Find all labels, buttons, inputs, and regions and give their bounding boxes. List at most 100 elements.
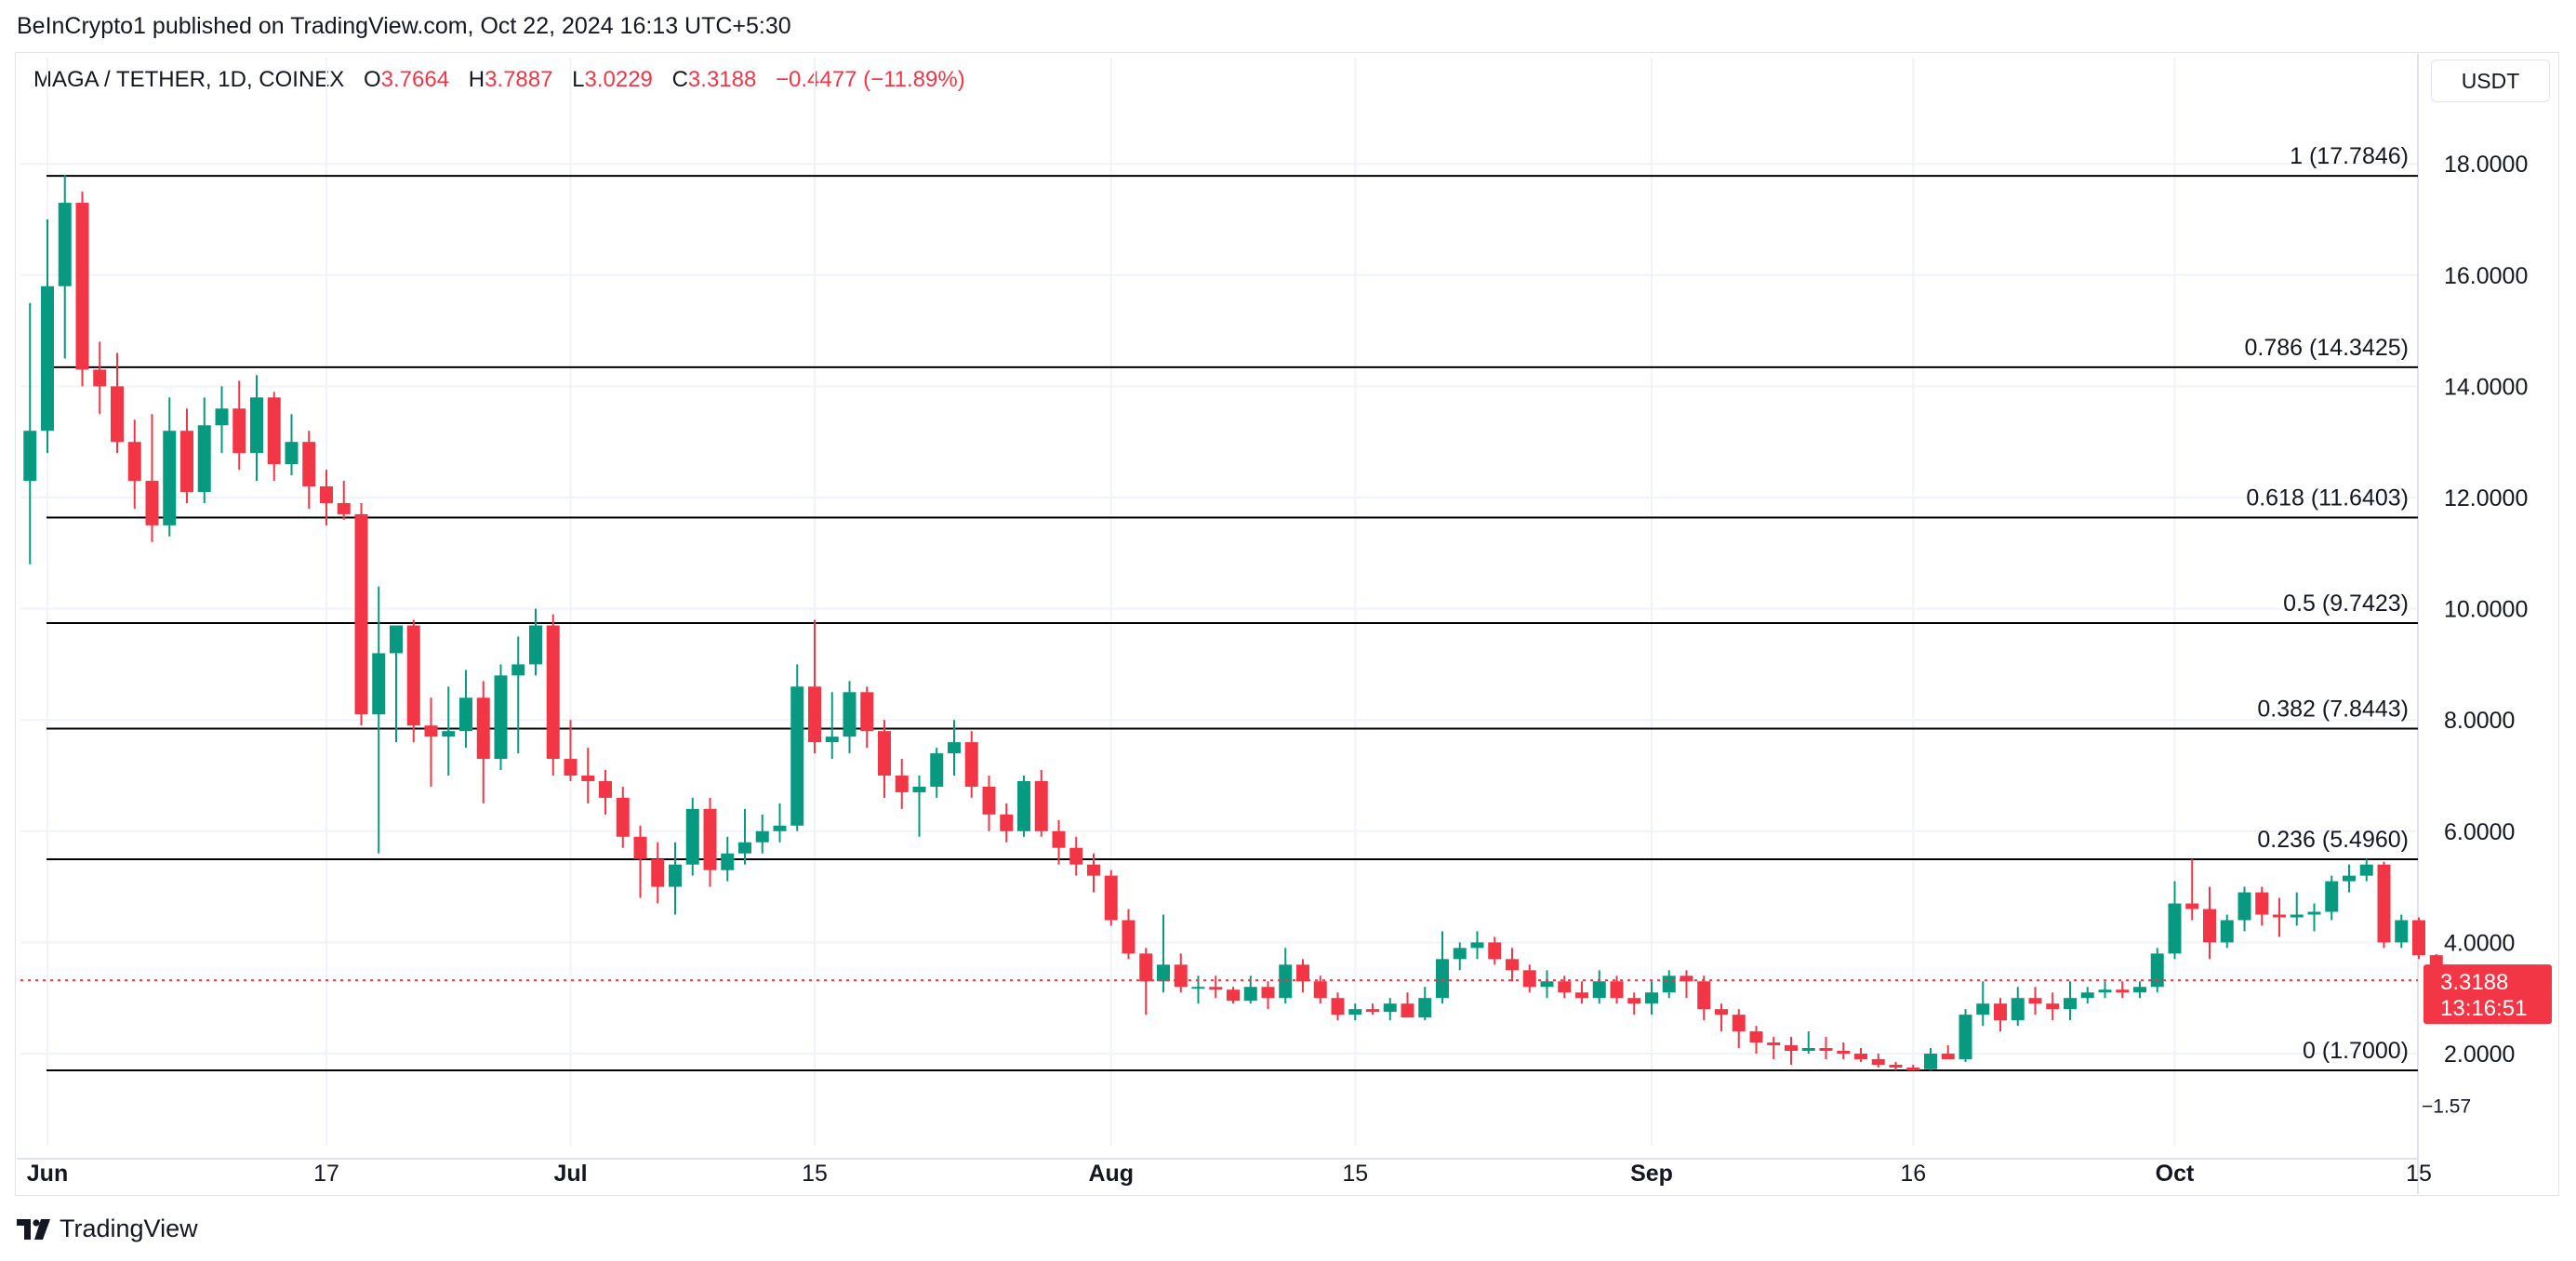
fib-level-label: 0.382 (7.8443) (2257, 697, 2409, 723)
candle-body (964, 742, 978, 787)
candle-body (1819, 1048, 1833, 1052)
candle-body (1087, 864, 1100, 876)
x-tick-label: Jul (553, 1161, 587, 1187)
candle-body (912, 786, 926, 792)
candle-body (738, 842, 751, 854)
x-tick-label: 15 (1342, 1161, 1368, 1187)
candle-body (599, 780, 612, 798)
candle-body (1488, 942, 1502, 960)
candle-body (1506, 959, 1519, 971)
candle-body (1697, 981, 1711, 1010)
y-tick-label: 8.0000 (2444, 708, 2515, 734)
y-tick-label: 18.0000 (2444, 152, 2528, 178)
candle-body (1767, 1042, 1781, 1046)
candle-body (337, 502, 351, 514)
fib-level-label: 0.618 (11.6403) (2246, 485, 2409, 511)
candle-body (703, 808, 717, 870)
candle-body (1906, 1067, 1920, 1070)
candle-body (1801, 1048, 1815, 1052)
candle-body (23, 431, 37, 482)
candle-body (1157, 964, 1170, 982)
candle-body (1854, 1054, 1867, 1059)
low-value: 3.0229 (584, 67, 653, 92)
y-tick-label: 4.0000 (2444, 930, 2515, 956)
candle-body (1383, 1003, 1397, 1013)
candle-body (1296, 964, 1309, 982)
currency-button[interactable]: USDT (2431, 60, 2550, 102)
x-tick-label: 15 (2406, 1161, 2432, 1187)
candle-body (616, 797, 630, 837)
candle-body (529, 625, 542, 665)
high-value: 3.7887 (485, 67, 553, 92)
candle-body (75, 203, 89, 370)
candle-body (1243, 987, 1257, 1002)
candle-body (1436, 959, 1449, 999)
candle-body (2273, 914, 2286, 918)
candle-body (2011, 998, 2025, 1021)
candle-body (2343, 875, 2356, 882)
candle-body (250, 397, 263, 454)
candle-body (1122, 920, 1135, 954)
x-tick-label: Sep (1630, 1161, 1673, 1187)
candle-body (442, 731, 456, 737)
candle-body (2412, 920, 2425, 956)
candle-body (2377, 864, 2391, 943)
fib-level-label: 0.786 (14.3425) (2244, 335, 2409, 361)
candle-body (2307, 911, 2321, 915)
candle-body (476, 697, 490, 760)
x-tick-label: Aug (1088, 1161, 1134, 1187)
close-value: 3.3188 (687, 67, 757, 92)
candle-body (948, 742, 961, 754)
y-tick-label: 10.0000 (2444, 597, 2528, 623)
candle-body (232, 408, 246, 454)
tradingview-brand[interactable]: TradingView (17, 1215, 198, 1243)
candle-body (1592, 981, 1606, 999)
candle-body (58, 203, 72, 286)
x-tick-label: 15 (802, 1161, 828, 1187)
candle-body (2290, 914, 2304, 918)
candle-body (651, 858, 665, 887)
candle-body (215, 408, 229, 426)
x-tick-label: 16 (1900, 1161, 1926, 1187)
candle-body (1209, 987, 1223, 990)
candle-body (1366, 1009, 1379, 1013)
candle-body (1959, 1015, 1972, 1059)
candle-body (180, 431, 193, 493)
candle-body (1732, 1015, 1746, 1032)
candle-body (669, 864, 682, 887)
candle-body (1976, 1003, 1990, 1015)
candle-body (302, 442, 316, 487)
candle-body (843, 692, 856, 737)
y-tick-label: 2.0000 (2444, 1042, 2515, 1068)
y-tick-label: 12.0000 (2444, 485, 2528, 511)
change-value: −0.4477 (−11.89%) (776, 67, 965, 92)
candle-body (2098, 989, 2112, 993)
candle-body (424, 725, 438, 737)
candle-body (2080, 992, 2094, 999)
candle-body (1941, 1054, 1955, 1059)
candle-body (1052, 830, 1066, 848)
candle-body (685, 808, 699, 865)
candle-body (1662, 976, 1676, 993)
candle-body (2237, 892, 2251, 921)
candle-body (1522, 970, 1536, 988)
open-value: 3.7664 (380, 67, 450, 92)
candle-body (2133, 987, 2146, 993)
candle-body (1837, 1051, 1851, 1054)
candle-body (511, 664, 525, 676)
candle-body (1034, 780, 1048, 831)
candle-body (1785, 1045, 1798, 1052)
candle-body (2255, 892, 2269, 915)
y-tick-label: 14.0000 (2444, 374, 2528, 400)
candle-body (1610, 981, 1624, 999)
candle-body (1139, 953, 1153, 982)
candle-body (2150, 953, 2164, 988)
candle-body (1313, 981, 1327, 999)
candle-body (111, 386, 124, 443)
candle-body (1453, 948, 1467, 960)
candle-body (2220, 920, 2234, 943)
candle-body (1348, 1009, 1362, 1015)
high-label: H (468, 67, 485, 92)
tradingview-brand-name: TradingView (60, 1215, 198, 1242)
